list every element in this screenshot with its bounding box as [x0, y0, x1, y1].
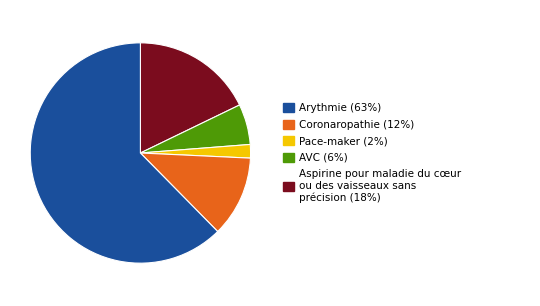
Wedge shape: [30, 43, 218, 263]
Wedge shape: [140, 105, 250, 153]
Wedge shape: [140, 43, 240, 153]
Legend: Arythmie (63%), Coronaropathie (12%), Pace-maker (2%), AVC (6%), Aspirine pour m: Arythmie (63%), Coronaropathie (12%), Pa…: [284, 103, 461, 203]
Wedge shape: [140, 144, 251, 158]
Wedge shape: [140, 153, 251, 232]
